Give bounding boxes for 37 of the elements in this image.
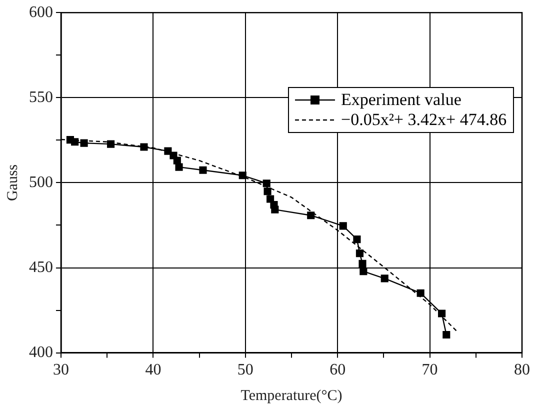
point	[71, 138, 79, 146]
x-tick-label: 80	[514, 362, 530, 379]
legend-label: Experiment value	[341, 90, 462, 110]
x-tick-label: 30	[53, 362, 69, 379]
point	[262, 180, 270, 188]
y-axis-title: Gauss	[4, 164, 21, 202]
point	[266, 195, 274, 203]
x-tick-label: 60	[330, 362, 346, 379]
x-tick-label: 40	[145, 362, 162, 379]
point	[307, 212, 315, 220]
point	[264, 188, 272, 196]
point	[360, 268, 368, 276]
point	[173, 156, 181, 164]
point	[380, 274, 388, 282]
y-tick-label: 600	[29, 4, 53, 21]
point	[238, 172, 246, 180]
point	[438, 310, 446, 318]
y-tick-label: 550	[29, 88, 53, 106]
legend-label: −0.05x²+ 3.42x+ 474.86	[341, 110, 507, 130]
point	[339, 222, 347, 230]
y-tick-label: 450	[29, 258, 53, 276]
point	[80, 139, 88, 147]
x-axis-title: Temperature(°C)	[240, 388, 342, 404]
point	[175, 163, 183, 171]
y-tick-label: 400	[29, 344, 53, 362]
x-tick-label: 70	[422, 362, 438, 379]
point	[358, 260, 366, 268]
x-tick-label: 50	[237, 362, 254, 379]
point	[199, 166, 207, 174]
point	[353, 236, 361, 244]
point	[416, 289, 424, 297]
point	[140, 143, 148, 151]
point	[107, 140, 115, 148]
point	[356, 250, 364, 258]
point	[442, 330, 450, 339]
point	[271, 206, 279, 214]
y-tick-label: 500	[29, 174, 53, 191]
